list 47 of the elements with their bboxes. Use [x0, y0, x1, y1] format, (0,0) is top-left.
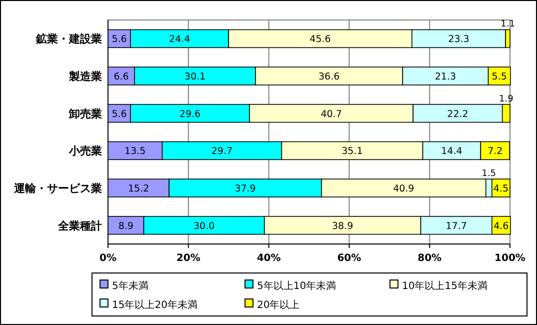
data-label: 24.4: [168, 34, 190, 46]
data-label: 4.5: [493, 184, 509, 194]
data-label: 8.9: [118, 220, 134, 232]
data-label: 13.5: [124, 146, 146, 158]
data-label: 4.6: [494, 220, 509, 232]
data-label: 37.9: [234, 184, 256, 194]
data-label: 30.0: [194, 220, 215, 232]
y-tick-label: 全業種計: [57, 219, 102, 232]
legend-label: 15年以上20年未満: [112, 299, 198, 311]
x-tick-label: 80%: [418, 253, 442, 264]
data-label: 29.7: [211, 146, 233, 158]
y-tick-label: 鉱業・建設業: [35, 32, 102, 46]
data-label: 38.9: [332, 220, 354, 232]
data-label: 45.6: [310, 34, 331, 46]
data-label: 15.2: [128, 184, 150, 194]
data-label: 14.4: [441, 146, 462, 158]
x-tick-label: 40%: [256, 253, 281, 264]
data-label: 6.6: [114, 72, 129, 82]
data-label: 22.2: [447, 108, 468, 120]
x-tick-label: 20%: [176, 253, 200, 264]
data-label: 5.6: [112, 108, 127, 120]
data-label: 1.1: [500, 20, 515, 30]
data-label: 30.1: [184, 72, 206, 82]
data-label: 23.3: [448, 34, 470, 46]
y-tick-label: 小売業: [68, 144, 102, 158]
data-label: 5.6: [112, 34, 127, 46]
data-label: 17.7: [446, 220, 467, 232]
data-label: 40.9: [393, 184, 414, 194]
legend-label: 10年以上15年未満: [402, 280, 488, 292]
data-label: 36.6: [318, 72, 340, 82]
legend-label: 5年未満: [112, 280, 148, 292]
legend-label: 20年以上: [257, 299, 300, 311]
data-label: 40.7: [320, 108, 342, 120]
y-tick-label: 製造業: [68, 70, 102, 83]
x-tick-label: 100%: [494, 253, 526, 264]
legend-label: 5年以上10年未満: [257, 280, 336, 292]
y-tick-label: 卸売業: [68, 107, 102, 120]
data-label: 5.5: [492, 72, 507, 82]
data-label: 21.3: [434, 72, 456, 82]
data-label: 29.6: [179, 108, 201, 120]
data-label: 35.1: [342, 146, 363, 158]
data-label: 1.9: [499, 94, 514, 104]
data-label: 1.5: [482, 169, 496, 180]
y-tick-label: 運輸・サービス業: [13, 182, 102, 195]
data-label: 7.2: [488, 146, 503, 158]
x-tick-label: 0%: [100, 253, 116, 264]
x-tick-label: 60%: [337, 253, 362, 264]
